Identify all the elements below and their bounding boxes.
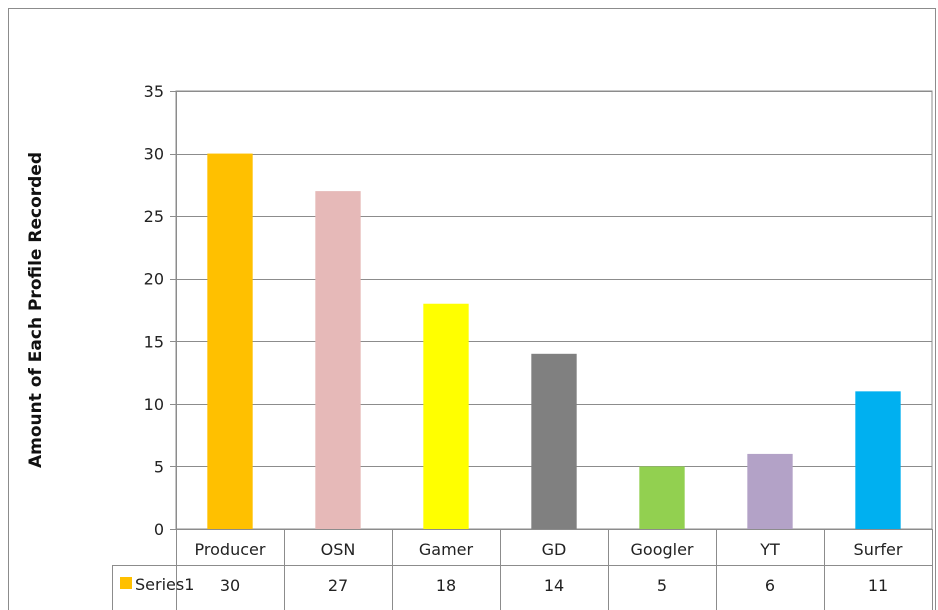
data-label: 14 (544, 576, 564, 595)
data-label: 27 (328, 576, 348, 595)
chart-frame (8, 8, 936, 610)
y-tick-label: 15 (144, 332, 164, 351)
y-tick-label: 0 (154, 520, 164, 539)
y-tick-label: 25 (144, 207, 164, 226)
bar-gd (531, 353, 577, 529)
y-tick-label: 35 (144, 82, 164, 101)
category-label: Googler (631, 540, 694, 559)
category-label: GD (542, 540, 567, 559)
legend-key (120, 577, 132, 589)
data-label: 6 (765, 576, 775, 595)
y-tick-label: 20 (144, 270, 164, 289)
category-label: YT (759, 540, 780, 559)
y-axis-label: Amount of Each Profile Recorded (26, 152, 46, 468)
bar-osn (315, 191, 361, 529)
category-label: Producer (195, 540, 266, 559)
bar-googler (639, 466, 685, 529)
data-label: 11 (868, 576, 888, 595)
bar-surfer (855, 391, 901, 529)
data-label: 30 (220, 576, 240, 595)
bar-gamer (423, 303, 469, 529)
bar-yt (747, 453, 793, 529)
category-label: Surfer (854, 540, 903, 559)
legend-series-name: Series1 (135, 575, 194, 594)
bar-producer (207, 153, 253, 530)
y-tick-label: 5 (154, 457, 164, 476)
y-tick-labels: 0 5 10 15 20 25 30 35 (144, 82, 164, 539)
category-label: OSN (321, 540, 356, 559)
data-label: 18 (436, 576, 456, 595)
bars (207, 153, 901, 530)
category-label: Gamer (419, 540, 474, 559)
y-tick-label: 10 (144, 395, 164, 414)
data-table: Producer 30 OSN 27 Gamer 18 GD 14 Googler 5 YT 6 Sur… (112, 91, 933, 610)
data-label: 5 (657, 576, 667, 595)
y-tick-label: 30 (144, 145, 164, 164)
